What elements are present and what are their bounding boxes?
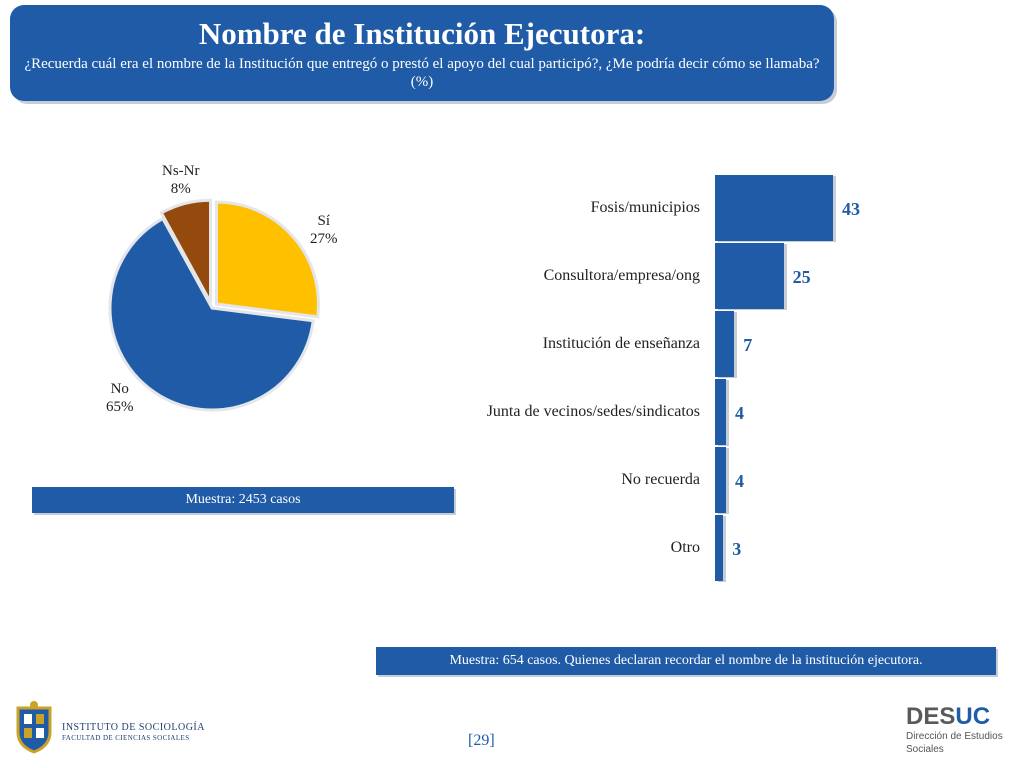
pie-slice-s (215, 200, 320, 319)
pie-label-no: No 65% (106, 380, 134, 416)
bar-category-label: No recuerda (621, 471, 700, 488)
brand-accent: UC (955, 703, 991, 730)
bar-sample-note: Muestra: 654 casos. Quienes declaran rec… (376, 647, 996, 675)
bar-sample-text: Muestra: 654 casos. Quienes declaran rec… (449, 653, 923, 668)
bar-value-label: 7 (743, 335, 753, 355)
crest-icon (16, 701, 52, 754)
bar-value-label: 4 (734, 471, 744, 491)
bar-category-label: Junta de vecinos/sedes/sindicatos (486, 403, 700, 420)
pie-sample-text: Muestra: 2453 casos (185, 492, 301, 507)
bar-value-label: 3 (732, 539, 742, 559)
brand-main: DES (906, 703, 956, 730)
pie-label-nsnr: Ns-Nr 8% (162, 162, 200, 198)
bar (715, 175, 833, 241)
bar (715, 311, 735, 377)
brand-wordmark: DESUC (906, 705, 1016, 729)
pie-label-si: Sí 27% (310, 212, 338, 248)
bar-value-label: 4 (734, 403, 744, 423)
bar-category-label: Institución de enseñanza (542, 335, 700, 352)
bar-category-label: Consultora/empresa/ong (543, 267, 700, 284)
pie-slice-value: 8% (170, 181, 191, 197)
institute-name: INSTITUTO DE SOCIOLOGÍA (62, 722, 205, 733)
brand-sub-line1: Dirección de Estudios (906, 731, 1003, 742)
bar-chart: Fosis/municipios 43 Consultora/empresa/ong… (420, 170, 880, 590)
pie-slice-value: 27% (310, 231, 338, 247)
pie-chart-svg (108, 198, 320, 412)
pie-chart: Sí 27% No 65% Ns-Nr 8% (100, 160, 360, 440)
bar (715, 243, 784, 309)
bar-value-label: 43 (842, 199, 860, 219)
pie-slice-no (108, 216, 315, 412)
bar-category-label: Fosis/municipios (590, 199, 700, 216)
institute-faculty: FACULTAD DE CIENCIAS SOCIALES (62, 734, 190, 742)
pie-slice-name: Sí (317, 213, 330, 229)
bar (715, 515, 724, 581)
brand-sub-line2: Sociales (906, 744, 944, 755)
desuc-logo: DESUC Dirección de Estudios Sociales (906, 705, 1016, 760)
title-banner: Nombre de Institución Ejecutora: ¿Recuer… (10, 5, 834, 101)
bar-category-label: Otro (670, 539, 700, 556)
pie-slice-nsnr (159, 198, 213, 303)
page-title: Nombre de Institución Ejecutora: (198, 16, 646, 51)
pie-slice-name: No (110, 381, 129, 397)
pie-slice-name: Ns-Nr (162, 163, 200, 179)
page-number: [29] (468, 732, 495, 749)
bar (715, 447, 726, 513)
pie-slice-value: 65% (106, 399, 134, 415)
institute-logo: INSTITUTO DE SOCIOLOGÍA FACULTAD DE CIEN… (14, 700, 214, 756)
bar (715, 379, 726, 445)
bar-value-label: 25 (792, 267, 811, 287)
pie-sample-note: Muestra: 2453 casos (32, 487, 454, 513)
question-text: ¿Recuerda cuál era el nombre de la Insti… (24, 56, 820, 90)
